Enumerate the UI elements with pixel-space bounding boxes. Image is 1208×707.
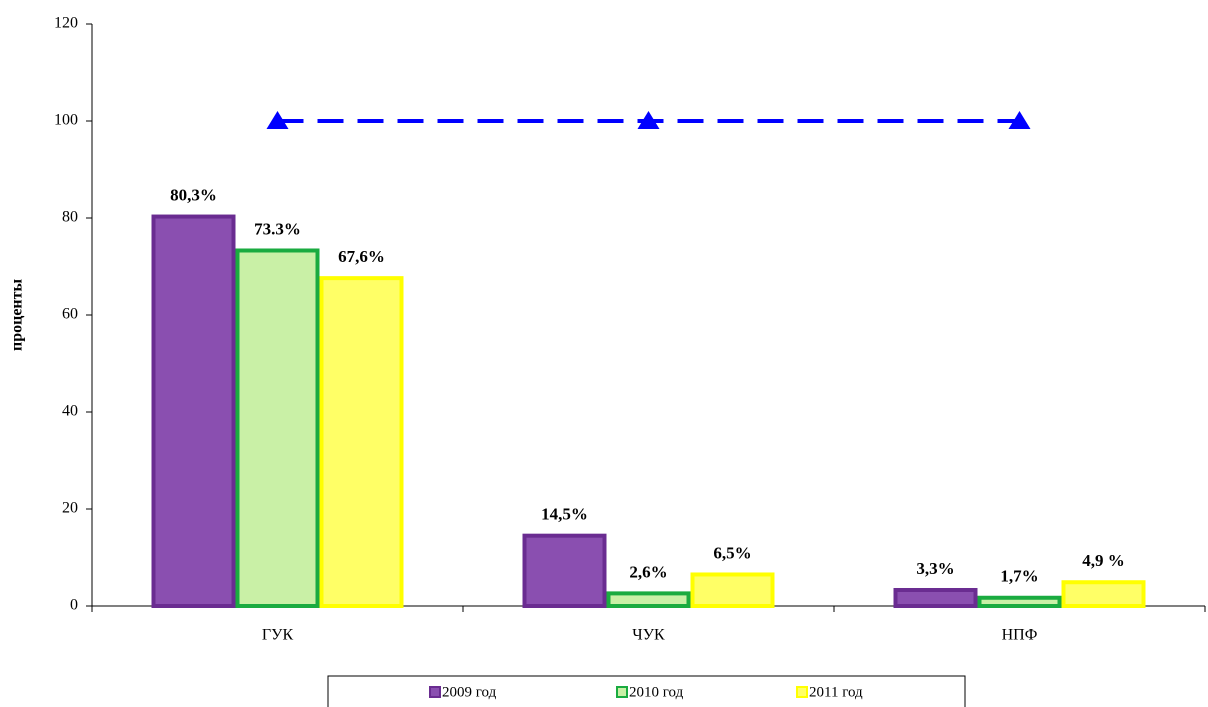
value-label: 3,3% xyxy=(916,559,954,578)
value-label: 73.3% xyxy=(254,219,301,238)
x-tick-label: НПФ xyxy=(1002,627,1038,644)
value-label: 14,5% xyxy=(541,505,588,524)
bar xyxy=(151,214,236,608)
bar xyxy=(235,248,320,608)
legend-swatch xyxy=(796,686,808,698)
legend-label: 2011 год xyxy=(809,684,863,700)
x-tick-label: ЧУК xyxy=(632,627,665,644)
bar xyxy=(606,591,691,609)
y-tick-label: 40 xyxy=(62,403,78,420)
line-marker xyxy=(637,111,660,129)
bar xyxy=(893,587,978,608)
value-label: 80,3% xyxy=(170,185,217,204)
line-marker xyxy=(266,111,289,129)
bar xyxy=(522,533,607,608)
value-label: 6,5% xyxy=(713,543,751,562)
y-tick-label: 60 xyxy=(62,306,78,323)
value-label: 1,7% xyxy=(1000,567,1038,586)
value-label: 4,9 % xyxy=(1082,551,1125,570)
bar xyxy=(1061,580,1146,608)
x-tick-label: ГУК xyxy=(262,627,294,644)
y-tick-label: 120 xyxy=(54,15,78,32)
bar xyxy=(977,595,1062,609)
value-label: 2,6% xyxy=(629,562,667,581)
legend-swatch xyxy=(616,686,628,698)
y-tick-label: 0 xyxy=(70,597,78,614)
line-marker xyxy=(1008,111,1031,129)
legend-label: 2010 год xyxy=(629,684,684,700)
value-label: 67,6% xyxy=(338,247,385,266)
legend-swatch xyxy=(429,686,441,698)
bar xyxy=(319,276,404,608)
bar xyxy=(690,572,775,608)
legend-label: 2009 год xyxy=(442,684,497,700)
y-axis-label: проценты xyxy=(9,278,26,351)
y-tick-label: 100 xyxy=(54,112,78,129)
y-tick-label: 80 xyxy=(62,209,78,226)
y-tick-label: 20 xyxy=(62,500,78,517)
